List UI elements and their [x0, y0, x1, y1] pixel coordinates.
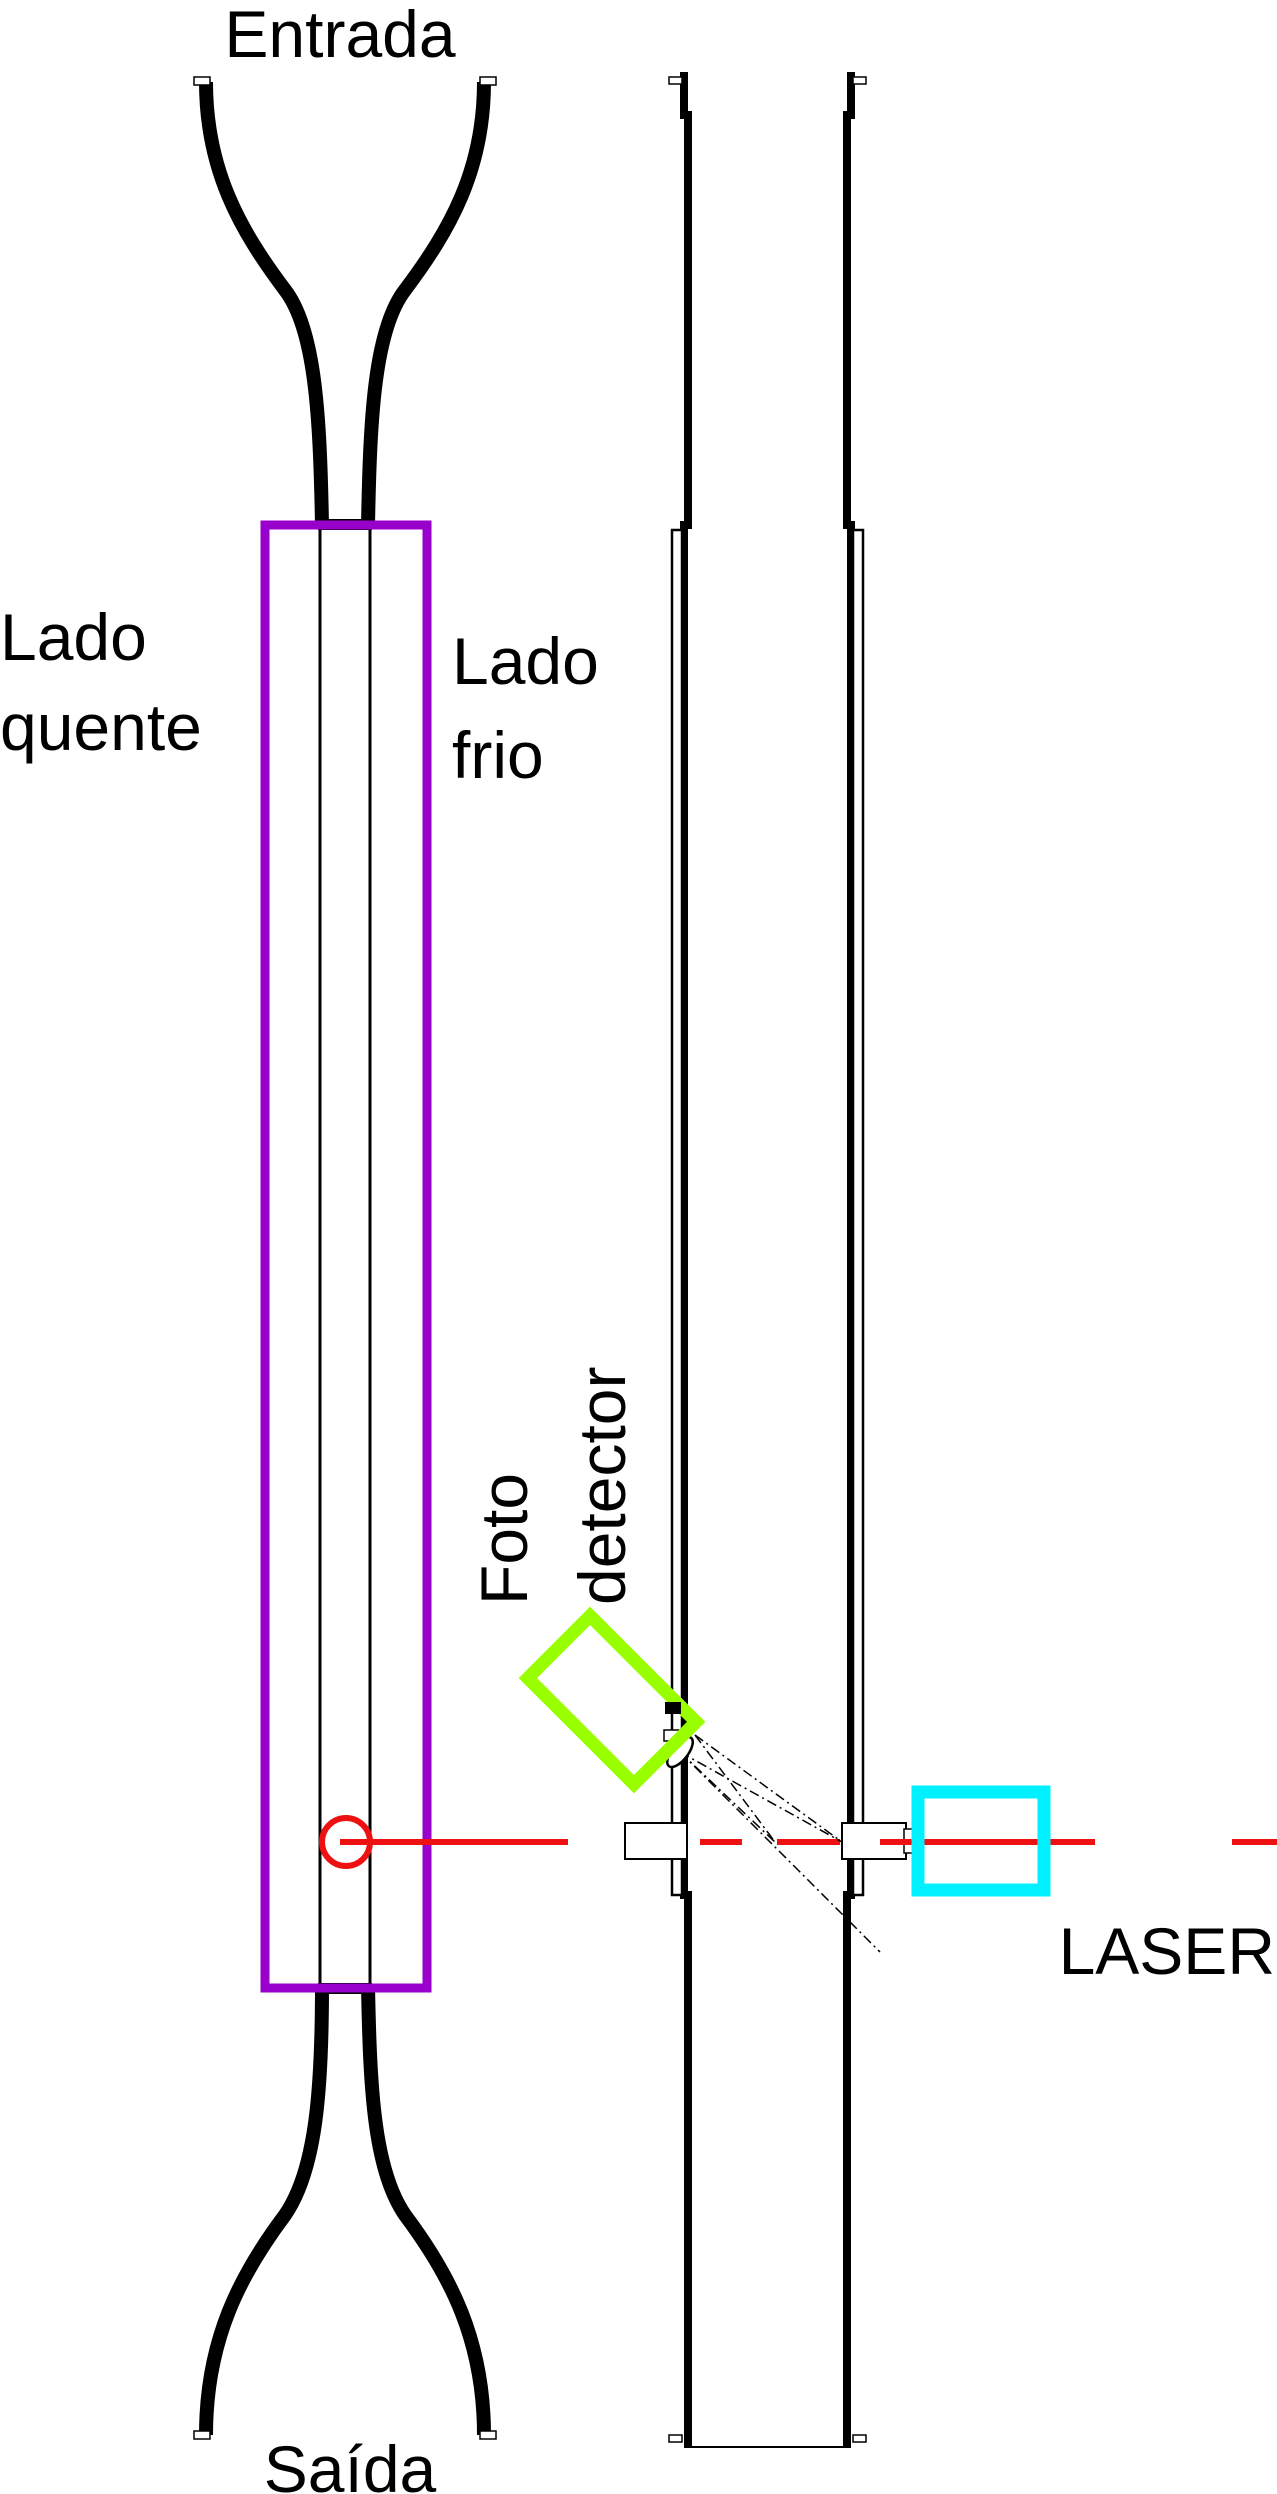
cold-side-label-line2: frio	[452, 718, 544, 792]
side-view	[624, 72, 1277, 2448]
side-fitting-bottom-left	[668, 2434, 683, 2443]
measuring-point-icon	[319, 1815, 373, 1869]
side-window-right	[851, 528, 865, 1897]
inlet-label: Entrada	[224, 0, 455, 71]
side-fitting-bottom-right	[852, 2434, 867, 2443]
ray-1	[679, 1751, 881, 1953]
photodetector-label-line2: detector	[565, 1367, 639, 1605]
photodetector-icon	[518, 1606, 706, 1794]
ray-5	[694, 1734, 776, 1843]
ray-4	[694, 1734, 843, 1843]
inlet-fitting-right	[479, 76, 497, 86]
ray-3	[679, 1751, 776, 1843]
outlet-label: Saída	[264, 2432, 437, 2494]
heater-frame	[260, 520, 432, 1993]
hot-side-label-line2: quente	[0, 690, 202, 764]
side-wall-right	[843, 72, 855, 2447]
inlet-fitting-left	[193, 76, 211, 86]
side-window-left	[670, 528, 684, 1897]
hot-side-label-line1: Lado	[0, 600, 147, 674]
outlet-tube-left	[199, 1985, 329, 2436]
photodetector-label-line1: Foto	[467, 1473, 541, 1605]
front-view	[193, 76, 568, 2440]
side-fitting-top-left	[668, 76, 683, 85]
outlet-fitting-right	[479, 2430, 497, 2440]
side-fitting-top-right	[852, 76, 867, 85]
scattered-rays	[679, 1734, 881, 1953]
inlet-tube-left	[199, 81, 329, 526]
optical-port-left	[624, 1822, 688, 1860]
side-wall-left	[680, 72, 692, 2447]
laser-icon	[911, 1785, 1051, 1897]
ray-2	[679, 1751, 843, 1843]
laser-label: LASER	[1059, 1914, 1275, 1988]
inlet-tube-right	[361, 81, 491, 526]
detector-mount	[665, 1702, 681, 1714]
outlet-tube-right	[361, 1985, 491, 2436]
cold-side-label-line1: Lado	[452, 624, 599, 698]
outlet-fitting-left	[193, 2430, 211, 2440]
